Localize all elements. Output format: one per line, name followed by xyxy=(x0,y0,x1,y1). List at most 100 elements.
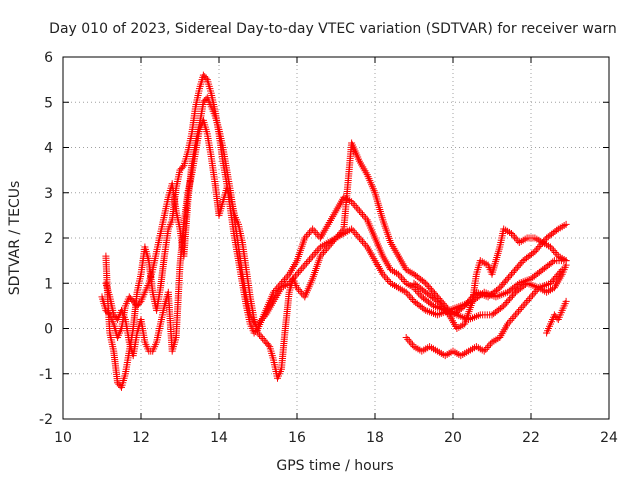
data-point-marker xyxy=(508,229,515,237)
data-point-marker xyxy=(354,205,362,213)
data-point-marker xyxy=(404,290,412,298)
x-tick-label: 24 xyxy=(600,430,618,446)
data-point-marker xyxy=(105,309,112,317)
data-point-marker xyxy=(335,230,343,238)
data-point-marker xyxy=(441,306,449,314)
x-tick-label: 18 xyxy=(366,430,384,446)
data-point-marker xyxy=(428,301,436,309)
series-track-e xyxy=(410,225,570,332)
axis-ticks xyxy=(62,56,610,420)
data-point-marker xyxy=(511,233,519,241)
y-axis-label: SDTVAR / TECUs xyxy=(7,181,23,296)
data-point-marker xyxy=(296,267,304,275)
data-point-marker xyxy=(483,344,491,352)
y-tick-label: 6 xyxy=(44,50,53,66)
data-point-marker xyxy=(318,250,326,258)
data-point-marker xyxy=(509,269,517,277)
data-point-marker xyxy=(423,281,431,289)
series-track-f xyxy=(543,297,570,337)
data-point-marker xyxy=(482,345,490,353)
data-point-marker xyxy=(396,272,404,280)
data-point-marker xyxy=(497,282,505,290)
data-point-marker xyxy=(304,258,312,266)
data-point-marker xyxy=(260,336,268,344)
y-tick-label: -1 xyxy=(39,367,53,383)
data-point-marker xyxy=(357,209,365,217)
data-point-marker xyxy=(355,234,363,242)
data-point-marker xyxy=(302,232,310,240)
data-point-marker xyxy=(309,225,317,233)
data-point-marker xyxy=(510,313,518,321)
data-point-marker xyxy=(351,201,359,209)
data-point-marker xyxy=(256,331,264,339)
data-point-marker xyxy=(310,250,318,258)
data-point-marker xyxy=(442,308,450,316)
x-tick-label: 22 xyxy=(522,430,540,446)
data-point-marker xyxy=(301,261,309,269)
data-point-marker xyxy=(420,305,428,313)
data-point-marker xyxy=(348,198,356,206)
data-point-marker xyxy=(313,247,321,255)
data-point-marker xyxy=(284,272,292,280)
data-point-marker xyxy=(530,289,538,297)
data-point-marker xyxy=(379,270,387,278)
x-tick-label: 16 xyxy=(288,430,306,446)
data-point-marker xyxy=(550,247,558,255)
data-point-marker xyxy=(426,284,434,292)
data-point-marker xyxy=(298,265,306,273)
data-point-marker xyxy=(524,296,532,304)
data-point-marker xyxy=(304,230,312,238)
data-point-marker xyxy=(405,337,413,345)
data-point-marker xyxy=(355,207,363,215)
data-point-marker xyxy=(510,290,518,298)
data-point-marker xyxy=(522,298,530,306)
chart-title: Day 010 of 2023, Sidereal Day-to-day VTE… xyxy=(49,21,617,37)
data-point-marker xyxy=(332,234,340,242)
data-point-marker xyxy=(179,163,187,171)
data-point-marker xyxy=(527,293,535,301)
data-point-marker xyxy=(436,301,444,309)
data-point-marker xyxy=(320,248,328,256)
data-point-marker xyxy=(295,268,303,276)
data-point-marker xyxy=(562,220,570,228)
data-point-marker xyxy=(511,311,519,319)
data-point-marker xyxy=(359,210,367,218)
data-point-marker xyxy=(296,287,304,295)
data-point-marker xyxy=(515,307,523,315)
x-tick-label: 20 xyxy=(444,430,462,446)
data-point-marker xyxy=(360,239,368,247)
data-point-marker xyxy=(499,280,507,288)
data-point-marker xyxy=(535,242,543,250)
data-point-marker xyxy=(508,292,516,300)
data-point-marker xyxy=(305,229,313,237)
data-point-marker xyxy=(432,296,440,304)
data-point-marker xyxy=(380,272,388,280)
data-point-marker xyxy=(416,291,424,299)
series-track-a xyxy=(102,71,570,391)
data-point-marker xyxy=(562,297,570,305)
data-point-marker xyxy=(504,320,512,328)
data-point-marker xyxy=(555,269,563,277)
x-tick-label: 12 xyxy=(132,430,150,446)
data-point-marker xyxy=(362,214,370,222)
data-point-marker xyxy=(508,315,516,323)
y-tick-label: 5 xyxy=(44,95,53,111)
data-point-marker xyxy=(547,243,554,251)
data-point-marker xyxy=(420,278,428,286)
x-tick-label: 14 xyxy=(210,430,228,446)
data-point-marker xyxy=(502,277,510,285)
data-point-marker xyxy=(260,313,268,321)
y-tick-label: 4 xyxy=(44,141,53,157)
data-point-marker xyxy=(271,286,279,294)
y-tick-label: 0 xyxy=(44,322,53,338)
data-point-marker xyxy=(407,339,415,347)
data-point-marker xyxy=(402,288,410,296)
data-point-marker xyxy=(516,260,524,268)
data-point-marker xyxy=(435,299,443,307)
data-point-marker xyxy=(551,248,559,256)
data-point-marker xyxy=(519,302,527,310)
series-track-c xyxy=(98,94,566,342)
data-point-marker xyxy=(407,294,415,302)
data-point-marker xyxy=(515,262,523,270)
data-series xyxy=(98,71,570,391)
